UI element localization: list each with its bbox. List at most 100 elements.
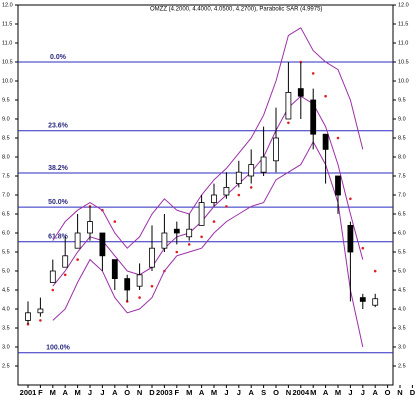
sar-dot bbox=[324, 94, 327, 98]
y-tick-label: 9.5 bbox=[398, 97, 406, 103]
fib-label: 23.6% bbox=[48, 123, 69, 130]
x-tick-label: F bbox=[175, 388, 180, 397]
y-tick-label: 11.5 bbox=[2, 21, 12, 27]
y-tick-label: 7.5 bbox=[398, 173, 406, 179]
x-tick-label: J bbox=[361, 388, 365, 397]
x-tick-label: F bbox=[38, 388, 43, 397]
fib-label: 61.8% bbox=[48, 234, 69, 241]
candle-body bbox=[124, 278, 131, 291]
y-tick-label: 4.0 bbox=[2, 306, 10, 312]
sar-dot bbox=[225, 205, 228, 208]
candle-body bbox=[260, 156, 267, 173]
candle-body bbox=[161, 232, 168, 249]
y-tick-label: 10.0 bbox=[398, 78, 409, 84]
candle-body bbox=[74, 232, 81, 249]
sar-dot bbox=[138, 296, 141, 299]
sar-dot bbox=[311, 72, 315, 75]
y-tick-label: 9.0 bbox=[2, 116, 10, 122]
x-tick-label: J bbox=[224, 388, 228, 397]
candle-body bbox=[359, 297, 366, 302]
x-tick-label: M bbox=[186, 388, 192, 397]
y-tick-label: 11.5 bbox=[398, 21, 408, 27]
y-tick-label: 11.0 bbox=[398, 40, 408, 46]
y-tick-label: 5.0 bbox=[2, 268, 10, 274]
sar-dot bbox=[51, 288, 55, 292]
candle-body bbox=[136, 274, 143, 287]
band-line bbox=[52, 27, 364, 249]
y-tick-label: 4.0 bbox=[398, 306, 406, 312]
x-tick-label: J bbox=[237, 388, 241, 397]
sar-dot bbox=[237, 193, 241, 197]
x-tick-label: A bbox=[62, 388, 68, 397]
x-tick-label: J bbox=[88, 388, 92, 397]
sar-dot bbox=[349, 197, 352, 201]
sar-dot bbox=[113, 220, 117, 223]
y-tick-label: 3.5 bbox=[398, 325, 406, 331]
y-tick-label: 11.0 bbox=[2, 40, 12, 46]
y-tick-label: 7.0 bbox=[2, 192, 10, 198]
sar-dot bbox=[249, 186, 253, 189]
y-tick-label: 8.0 bbox=[398, 154, 406, 160]
sar-dot bbox=[150, 284, 154, 288]
y-tick-label: 6.0 bbox=[2, 230, 10, 236]
candle-body bbox=[111, 259, 118, 280]
x-tick-label: M bbox=[335, 388, 341, 397]
y-tick-label: 5.5 bbox=[2, 249, 10, 255]
fib-label: 0.0% bbox=[50, 54, 67, 61]
band-line bbox=[52, 140, 364, 348]
candle-body bbox=[25, 312, 31, 321]
candle-body bbox=[99, 232, 106, 257]
x-tick-label: N bbox=[286, 388, 291, 397]
candle-body bbox=[87, 221, 93, 234]
x-tick-label: M bbox=[310, 388, 316, 397]
y-tick-label: 8.0 bbox=[2, 154, 10, 160]
candle-body bbox=[273, 137, 279, 162]
y-tick-label: 5.5 bbox=[398, 249, 406, 255]
x-tick-label: A bbox=[372, 388, 378, 397]
candle-body bbox=[347, 224, 354, 253]
x-tick-label: A bbox=[199, 388, 205, 397]
candle-body bbox=[173, 228, 180, 234]
x-tick-label: N bbox=[137, 388, 142, 397]
candle-body bbox=[285, 92, 292, 120]
candle-body bbox=[322, 133, 329, 150]
y-tick-label: 7.5 bbox=[2, 173, 10, 179]
candle-body bbox=[310, 99, 317, 135]
y-tick-label: 6.5 bbox=[398, 211, 406, 217]
candle-body bbox=[186, 228, 193, 238]
x-tick-label: N bbox=[397, 388, 402, 397]
x-tick-label: A bbox=[323, 388, 329, 397]
y-tick-label: 6.0 bbox=[398, 230, 406, 236]
y-tick-label: 5.0 bbox=[398, 268, 406, 274]
y-tick-label: 2.5 bbox=[398, 363, 406, 369]
sar-dot bbox=[212, 220, 216, 223]
candle-body bbox=[235, 171, 242, 184]
x-tick-label: M bbox=[74, 388, 80, 397]
sar-dot bbox=[373, 269, 377, 273]
chart-title: OMZZ (4.2000, 4.4000, 4.0500, 4.2700), P… bbox=[150, 7, 322, 13]
y-tick-label: 3.0 bbox=[398, 344, 406, 350]
y-tick-label: 12.0 bbox=[398, 2, 409, 8]
fib-label: 38.2% bbox=[48, 165, 69, 172]
x-tick-label: D bbox=[410, 388, 416, 397]
y-tick-label: 8.5 bbox=[398, 135, 406, 141]
sar-dot bbox=[175, 250, 179, 254]
x-tick-label: O bbox=[124, 388, 130, 397]
x-tick-label: S bbox=[261, 388, 266, 397]
candle-body bbox=[62, 255, 69, 268]
x-tick-label: M bbox=[211, 388, 217, 397]
x-tick-label: J bbox=[100, 388, 104, 397]
y-tick-label: 9.0 bbox=[398, 116, 406, 122]
candle-body bbox=[335, 175, 341, 196]
x-tick-label: 2004 bbox=[292, 388, 310, 397]
candle-body bbox=[297, 88, 304, 97]
y-tick-label: 2.5 bbox=[2, 363, 10, 369]
y-tick-label: 4.5 bbox=[2, 287, 10, 293]
y-tick-label: 7.0 bbox=[398, 192, 406, 198]
y-tick-label: 8.5 bbox=[2, 135, 10, 141]
x-tick-label: O bbox=[273, 388, 279, 397]
x-tick-label: A bbox=[112, 388, 118, 397]
fib-label: 50.0% bbox=[48, 199, 69, 206]
candle-body bbox=[149, 247, 155, 268]
